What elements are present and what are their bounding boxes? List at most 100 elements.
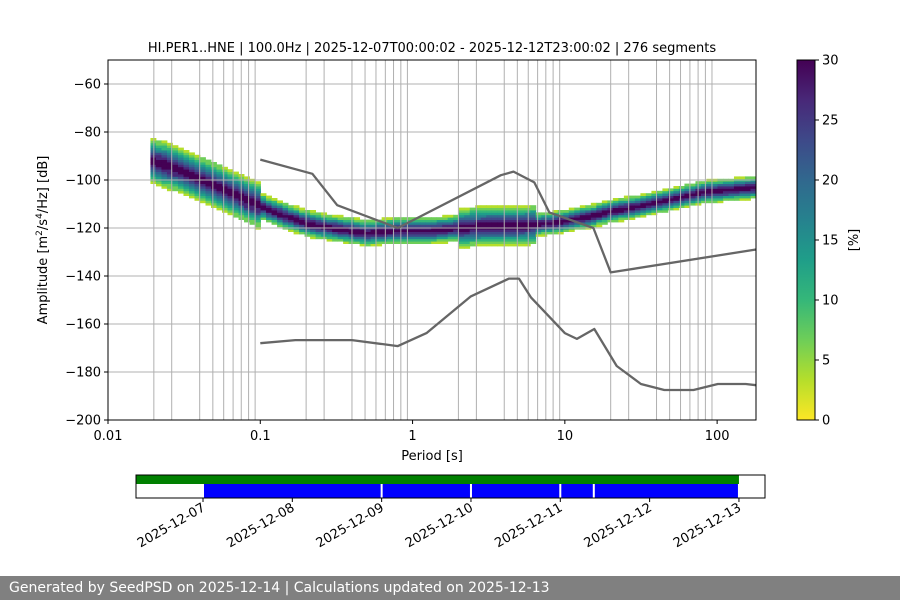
heatmap-cell — [458, 217, 465, 220]
heatmap-cell — [188, 157, 195, 160]
heatmap-cell — [244, 188, 250, 192]
heatmap-cell — [662, 195, 669, 199]
heatmap-cell — [689, 193, 696, 196]
heatmap-cell — [172, 183, 179, 187]
heatmap-cell — [293, 231, 300, 235]
heatmap-cell — [266, 205, 272, 208]
heatmap-cell — [188, 193, 195, 196]
heatmap-cell — [172, 176, 179, 180]
heatmap-cell — [464, 246, 471, 249]
heatmap-cell — [343, 234, 350, 237]
heatmap-cell — [244, 212, 250, 216]
heatmap-cell — [502, 238, 509, 242]
heatmap-cell — [486, 219, 493, 223]
heatmap-cell — [155, 157, 162, 160]
heatmap-cell — [623, 212, 630, 216]
heatmap-cell — [166, 166, 173, 170]
heatmap-cell — [199, 200, 206, 204]
heatmap-cell — [194, 186, 201, 189]
heatmap-cell — [310, 236, 316, 240]
heatmap-cell — [568, 222, 575, 225]
heatmap-cell — [651, 210, 658, 213]
heatmap-cell — [469, 229, 476, 232]
heatmap-cell — [491, 241, 498, 244]
heatmap-cell — [750, 176, 757, 180]
heatmap-cell — [733, 190, 740, 194]
heatmap-cell — [387, 236, 394, 240]
heatmap-cell — [497, 219, 504, 223]
heatmap-cell — [458, 243, 465, 247]
heatmap-cell — [431, 231, 438, 235]
heatmap-cell — [733, 186, 740, 189]
heatmap-cell — [612, 198, 619, 201]
heatmap-cell — [227, 174, 234, 177]
heatmap-cell — [381, 238, 388, 242]
heatmap-cell — [640, 193, 647, 196]
heatmap-cell — [304, 217, 311, 220]
x-axis-label: Period [s] — [401, 449, 463, 464]
heatmap-cell — [177, 190, 184, 194]
heatmap-cell — [183, 157, 190, 160]
heatmap-cell — [464, 212, 471, 216]
heatmap-cell — [568, 217, 575, 220]
heatmap-cell — [211, 200, 217, 204]
heatmap-cell — [354, 222, 361, 225]
heatmap-cell — [513, 212, 520, 216]
heatmap-cell — [552, 217, 559, 220]
heatmap-cell — [315, 231, 322, 235]
heatmap-cell — [744, 186, 751, 189]
heatmap-cell — [651, 193, 658, 196]
heatmap-cell — [155, 164, 162, 168]
heatmap-cell — [447, 224, 454, 228]
heatmap-cell — [183, 171, 190, 175]
heatmap-cell — [557, 224, 564, 228]
heatmap-cell — [266, 210, 272, 213]
heatmap-cell — [453, 224, 460, 228]
heatmap-cell — [260, 210, 267, 213]
heatmap-cell — [700, 193, 707, 196]
heatmap-cell — [222, 207, 228, 211]
heatmap-cell — [513, 219, 520, 223]
heatmap-cell — [155, 140, 162, 144]
heatmap-cell — [475, 210, 482, 213]
heatmap-cell — [486, 238, 493, 242]
heatmap-cell — [255, 186, 261, 189]
heatmap-cell — [662, 207, 669, 211]
heatmap-cell — [590, 214, 597, 218]
heatmap-cell — [431, 236, 438, 240]
heatmap-cell — [513, 210, 520, 213]
heatmap-cell — [458, 234, 465, 237]
heatmap-cell — [244, 181, 250, 184]
heatmap-cell — [381, 229, 388, 232]
heatmap-cell — [502, 243, 509, 247]
heatmap-cell — [266, 195, 272, 199]
heatmap-cell — [662, 188, 669, 192]
heatmap-cell — [497, 222, 504, 225]
heatmap-cell — [453, 229, 460, 232]
heatmap-cell — [469, 224, 476, 228]
heatmap-cell — [271, 217, 278, 220]
heatmap-cell — [299, 214, 305, 218]
heatmap-cell — [590, 205, 597, 208]
heatmap-cell — [645, 195, 652, 199]
heatmap-cell — [700, 198, 707, 201]
heatmap-cell — [266, 212, 272, 216]
heatmap-cell — [166, 183, 173, 187]
heatmap-cell — [315, 229, 322, 232]
heatmap-cell — [260, 217, 267, 220]
heatmap-cell — [233, 174, 239, 177]
heatmap-cell — [469, 207, 476, 211]
heatmap-cell — [502, 205, 509, 208]
y-axis-label: Amplitude [m2/s4/Hz] [dB] — [35, 156, 51, 325]
heatmap-cell — [519, 205, 526, 208]
heatmap-cell — [524, 243, 531, 247]
heatmap-cell — [194, 162, 201, 165]
heatmap-cell — [497, 205, 504, 208]
heatmap-cell — [255, 183, 261, 187]
heatmap-cell — [177, 166, 184, 170]
heatmap-cell — [667, 200, 674, 204]
heatmap-cell — [684, 200, 691, 204]
data-availability-timeline: 2025-12-07 2025-12-08 2025-12-09 2025-12-10… — [135, 474, 766, 551]
heatmap-cell — [464, 243, 471, 247]
heatmap-cell — [689, 198, 696, 201]
